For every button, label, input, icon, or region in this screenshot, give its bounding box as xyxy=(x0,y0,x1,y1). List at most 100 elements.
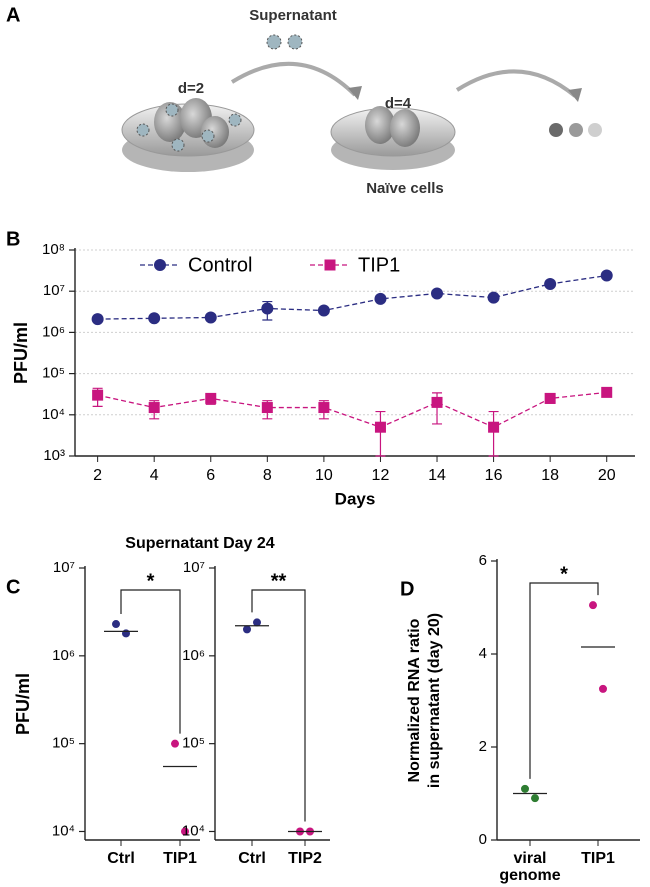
y-tick-label: 10⁸ xyxy=(42,241,65,258)
arrow-head xyxy=(568,88,582,102)
x-tick-label: Ctrl xyxy=(238,850,266,867)
x-tick-label: 14 xyxy=(428,467,446,484)
series-line xyxy=(97,274,607,320)
legend-marker xyxy=(154,259,166,271)
virus-icon xyxy=(228,113,242,127)
arrow xyxy=(230,61,357,97)
marker xyxy=(148,312,161,325)
y-tick-label: 10⁶ xyxy=(42,323,65,340)
x-tick-label: 12 xyxy=(372,467,390,484)
virus-icon xyxy=(165,103,179,117)
arrow xyxy=(455,69,577,98)
marker xyxy=(148,402,160,414)
virus-icon xyxy=(287,34,303,50)
y-tick-label: 10⁷ xyxy=(53,559,75,576)
chart-title: Supernatant Day 24 xyxy=(125,535,274,552)
marker xyxy=(374,421,386,433)
x-tick-label: TIP1 xyxy=(163,850,197,867)
y-axis-label: PFU/ml xyxy=(11,322,31,384)
y-tick-label: 6 xyxy=(479,552,487,569)
arrow-head xyxy=(348,86,362,100)
legend-label: TIP1 xyxy=(358,254,400,276)
virus-icon xyxy=(266,34,282,50)
point xyxy=(112,620,120,629)
diagram-text: Supernatant xyxy=(249,7,337,24)
marker xyxy=(204,311,217,324)
marker xyxy=(261,302,274,315)
y-tick-label: 10⁵ xyxy=(182,735,205,752)
marker xyxy=(261,402,273,414)
point xyxy=(122,629,130,638)
point xyxy=(181,827,189,836)
virus-icon xyxy=(171,138,185,152)
marker xyxy=(317,304,330,317)
legend-marker xyxy=(324,259,336,271)
x-tick-label: 6 xyxy=(206,467,215,484)
error-bar xyxy=(375,410,386,457)
y-tick-label: 0 xyxy=(479,831,487,848)
marker xyxy=(431,287,444,300)
x-tick-label: 18 xyxy=(541,467,559,484)
y-axis-label: Normalized RNA ratio xyxy=(406,618,423,782)
y-tick-label: 10⁵ xyxy=(52,735,75,752)
diagram: A Supernatant d=2 d=4 Naïve cells xyxy=(6,4,602,197)
y-tick-label: 10⁴ xyxy=(182,822,205,839)
diagram-text: Naïve cells xyxy=(366,180,444,197)
y-tick-label: 10³ xyxy=(43,447,65,464)
y-tick-label: 4 xyxy=(479,645,487,662)
y-tick-label: 10⁶ xyxy=(52,647,75,664)
point xyxy=(531,794,539,803)
point xyxy=(521,784,529,793)
x-tick-label: 16 xyxy=(485,467,503,484)
series-line xyxy=(97,391,607,428)
marker xyxy=(544,392,556,404)
legend-label: Control xyxy=(188,254,252,276)
significance-bracket xyxy=(251,589,306,822)
marker xyxy=(488,421,500,433)
x-tick-label: 10 xyxy=(315,467,333,484)
y-tick-label: 10⁷ xyxy=(43,282,65,299)
marker xyxy=(544,277,557,290)
marker xyxy=(431,396,443,408)
panel-label: B xyxy=(6,228,20,250)
diagram-text: d=2 xyxy=(178,80,204,97)
marker xyxy=(91,313,104,326)
y-tick-label: 10⁴ xyxy=(42,406,65,423)
x-tick-label: 20 xyxy=(598,467,616,484)
marker xyxy=(600,269,613,282)
virus-icon xyxy=(136,123,150,137)
dot-icon xyxy=(588,123,602,137)
marker xyxy=(92,389,104,401)
marker xyxy=(374,292,387,305)
significance-label: ** xyxy=(271,570,287,592)
cell xyxy=(390,109,420,147)
marker xyxy=(318,402,330,414)
panel-label: C xyxy=(6,576,20,598)
point xyxy=(589,601,597,610)
x-tick-label: 2 xyxy=(93,467,102,484)
x-tick-label: Ctrl xyxy=(107,850,135,867)
marker xyxy=(601,386,613,398)
x-axis-label: Days xyxy=(335,489,376,508)
y-tick-label: 10⁷ xyxy=(183,559,205,576)
y-tick-label: 10⁶ xyxy=(182,647,205,664)
y-tick-label: 10⁵ xyxy=(42,365,65,382)
x-tick-label: viral genome xyxy=(499,850,561,884)
panel-label: D xyxy=(400,578,414,600)
marker xyxy=(487,291,500,304)
point xyxy=(253,618,261,627)
dot-icon xyxy=(569,123,583,137)
x-tick-label: TIP1 xyxy=(581,850,615,867)
virus-icon xyxy=(201,129,215,143)
point xyxy=(243,625,251,634)
point xyxy=(171,739,179,748)
y-axis-label: in supernatant (day 20) xyxy=(426,613,443,788)
significance-label: * xyxy=(560,563,568,585)
cell xyxy=(365,106,395,144)
diagram-text: d=4 xyxy=(385,95,412,112)
y-tick-label: 2 xyxy=(479,738,487,755)
dot-icon xyxy=(549,123,563,137)
point xyxy=(599,684,607,693)
